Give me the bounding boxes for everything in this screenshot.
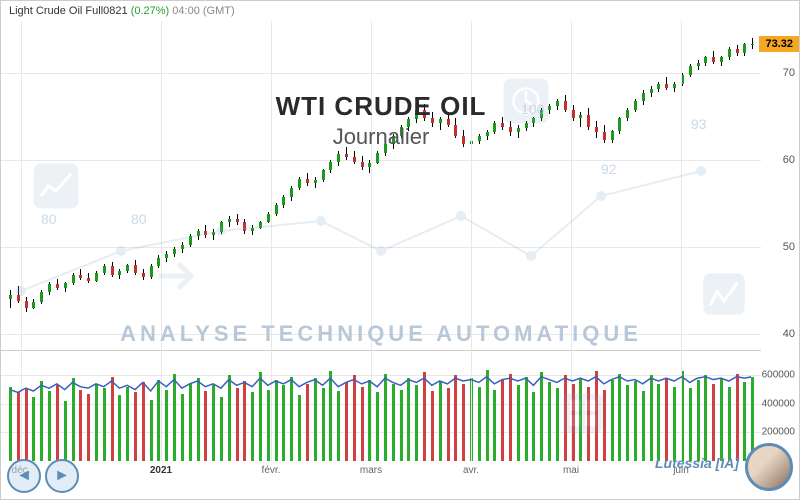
y-tick-label: 40: [783, 328, 795, 340]
y-tick-label: 50: [783, 241, 795, 253]
timestamp: 04:00 (GMT): [172, 5, 234, 17]
x-tick-label: mars: [360, 465, 382, 476]
vol-tick-label: 400000: [762, 398, 795, 409]
background-number: 100: [521, 101, 544, 117]
background-number: 93: [691, 116, 707, 132]
pct-change: (0.27%): [131, 5, 170, 17]
nav-prev-button[interactable]: ◄: [7, 459, 41, 493]
credit-label: Lutessia [IA]: [655, 455, 739, 471]
instrument-name: Light Crude Oil Full0821: [9, 5, 128, 17]
background-number: 80: [131, 211, 147, 227]
y-tick-label: 70: [783, 67, 795, 79]
y-tick-label: 60: [783, 154, 795, 166]
chart-header: Light Crude Oil Full0821 (0.27%) 04:00 (…: [9, 5, 235, 17]
nav-next-button[interactable]: ►: [45, 459, 79, 493]
price-y-axis: 40 50 60 70 73.32: [759, 21, 799, 351]
nav-buttons: ◄ ►: [7, 459, 79, 493]
avatar[interactable]: [745, 443, 793, 491]
background-line: [1, 21, 761, 371]
vol-tick-label: 600000: [762, 370, 795, 381]
background-number: 80: [41, 211, 57, 227]
x-tick-label: mai: [563, 465, 579, 476]
x-tick-label: avr.: [463, 465, 479, 476]
volume-chart[interactable]: [1, 361, 761, 461]
x-tick-label: 2021: [150, 465, 172, 476]
x-tick-label: févr.: [262, 465, 281, 476]
background-number: 92: [601, 161, 617, 177]
x-axis: déc.2021févr.marsavr.maijuin: [1, 465, 761, 485]
vol-tick-label: 200000: [762, 427, 795, 438]
current-price-badge: 73.32: [759, 36, 799, 52]
